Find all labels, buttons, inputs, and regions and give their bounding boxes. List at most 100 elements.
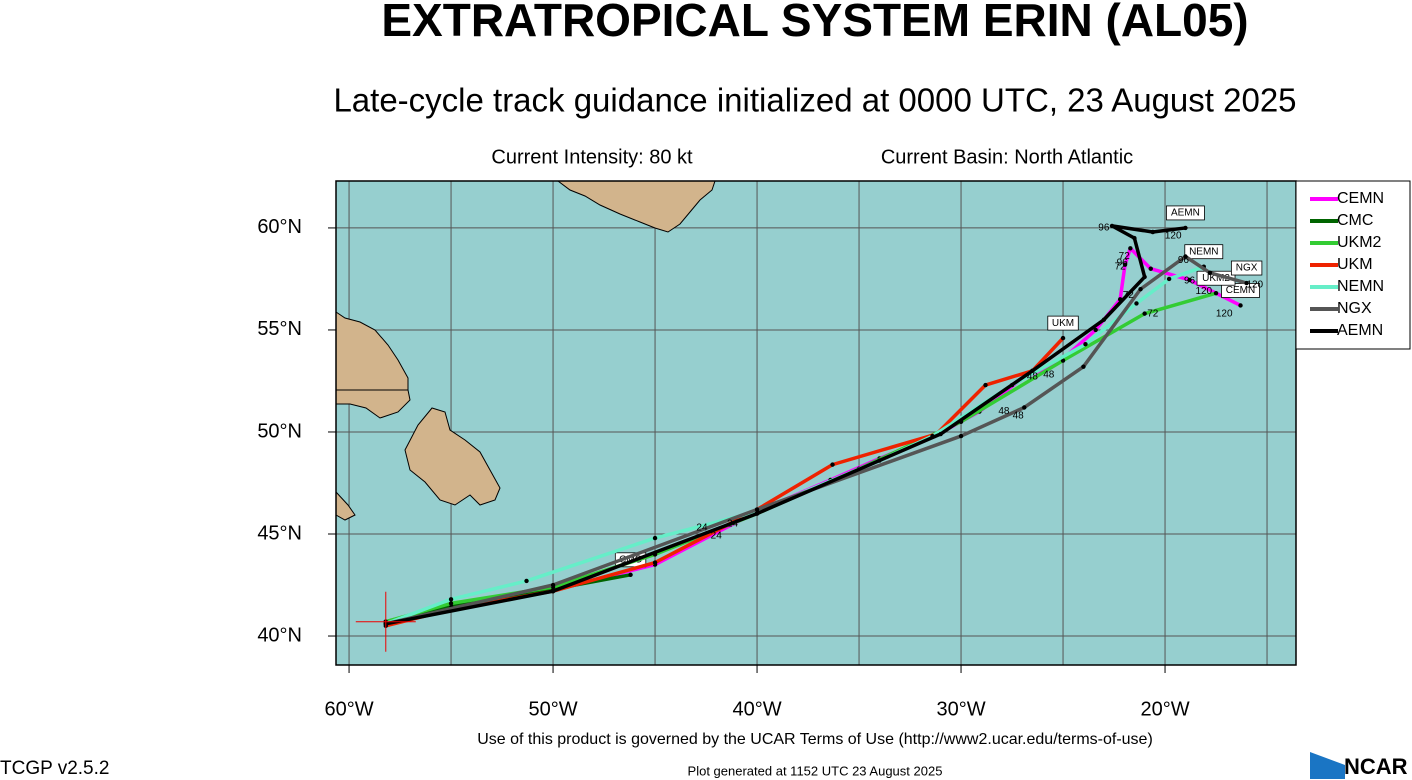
track-end-label: UKM	[1047, 315, 1079, 331]
hour-label: 48	[1027, 372, 1039, 383]
track-point	[1128, 246, 1133, 251]
track-end-label: AEMN	[1166, 205, 1205, 221]
intensity: Current Intensity: 80 kt	[491, 146, 693, 168]
track-point	[1183, 225, 1188, 231]
track-point	[448, 597, 454, 602]
track-name: UKM2	[1202, 273, 1230, 284]
hour-label: 24	[696, 523, 708, 534]
legend-label: NGX	[1337, 300, 1372, 317]
track-point	[1093, 327, 1098, 333]
track-point	[652, 560, 658, 565]
hour-label: 120	[1216, 308, 1233, 319]
legend-label: UKM2	[1337, 234, 1382, 251]
hour-label: 96	[1098, 223, 1110, 234]
track-point	[1166, 276, 1172, 282]
label-box	[1166, 205, 1205, 221]
logo-mark	[1310, 752, 1345, 779]
legend-label: CMC	[1337, 212, 1373, 229]
y-tick-label: 55°N	[257, 318, 302, 340]
track-line	[385, 254, 1248, 626]
hour-label: 96	[1178, 255, 1190, 266]
track-name: NGX	[1236, 263, 1258, 274]
hour-label: 72	[1147, 308, 1159, 319]
y-tick-label: 40°N	[257, 624, 302, 646]
title: EXTRATROPICAL SYSTEM ERIN (AL05)	[381, 0, 1248, 46]
track-point	[1213, 291, 1219, 296]
hour-label: 120	[1246, 280, 1263, 291]
label-box	[1221, 283, 1260, 298]
generated: Plot generated at 1152 UTC 23 August 202…	[688, 763, 943, 778]
track-point	[652, 535, 658, 541]
track-name: CEMN	[1226, 285, 1255, 296]
track-point	[1132, 235, 1137, 241]
track-name: AEMN	[1171, 208, 1200, 219]
track-end-label: NGX	[1230, 260, 1263, 276]
track-point	[448, 601, 454, 606]
track-point	[524, 578, 529, 584]
x-tick-label: 20°W	[1140, 698, 1189, 720]
x-tick-label: 30°W	[936, 698, 985, 720]
track-point	[1134, 301, 1139, 306]
hour-label: 96	[1117, 257, 1129, 268]
legend: CEMN CMC UKM2 UKM NEMN NGX AEMN	[1310, 190, 1384, 339]
x-tick-label: 60°W	[324, 698, 373, 720]
subtitle: Late-cycle track guidance initialized at…	[333, 82, 1296, 119]
hour-label: 96	[1184, 276, 1196, 287]
track-point	[958, 433, 964, 439]
track-point	[830, 462, 835, 467]
legend-label: CEMN	[1337, 190, 1384, 207]
y-tick-label: 45°N	[257, 522, 302, 544]
track-point	[1142, 274, 1147, 280]
track-point	[1060, 358, 1066, 363]
plot-frame	[335, 180, 1297, 666]
track-point	[1183, 254, 1188, 259]
track-name: UKM	[1052, 318, 1074, 329]
hour-label: 72	[1123, 290, 1135, 301]
track-point	[1238, 303, 1243, 308]
legend-label: AEMN	[1337, 322, 1383, 339]
track-point	[1101, 317, 1107, 322]
plot-area	[336, 181, 1296, 665]
track-point	[1244, 280, 1249, 286]
hour-label: 120	[1165, 231, 1182, 242]
hour-label: 120	[1195, 286, 1212, 297]
track-point	[1142, 311, 1147, 316]
hour-label: 72	[1119, 251, 1131, 262]
hour-label: 72	[1115, 261, 1127, 272]
hour-label: 24	[727, 518, 739, 529]
track-point	[754, 507, 760, 512]
track-point	[628, 572, 633, 578]
track-point	[1081, 364, 1086, 369]
x-tick-label: 50°W	[528, 698, 577, 720]
x-tick-label: 40°W	[732, 698, 781, 720]
hour-label: 48	[998, 406, 1010, 417]
y-tick-label: 60°N	[257, 216, 302, 238]
y-tick-label: 50°N	[257, 420, 302, 442]
track-point	[1148, 266, 1153, 271]
track-point	[1060, 335, 1066, 341]
label-box	[1230, 260, 1263, 276]
track-point	[1122, 262, 1128, 267]
track-point	[1207, 270, 1213, 276]
label-box	[1047, 315, 1079, 331]
track-name: NEMN	[1189, 246, 1218, 257]
track-point	[938, 431, 943, 437]
hour-label: 48	[1043, 369, 1055, 380]
version: TCGP v2.5.2	[0, 758, 109, 779]
logo: NCAR	[1344, 754, 1408, 779]
track-point	[983, 382, 988, 388]
track-point	[550, 588, 556, 594]
track-point	[1022, 405, 1027, 410]
hour-label: 24	[711, 531, 723, 542]
basin: Current Basin: North Atlantic	[881, 146, 1133, 168]
label-box	[1184, 244, 1224, 260]
track-point	[1083, 342, 1088, 347]
hour-label: 48	[1013, 410, 1025, 421]
footer: Use of this product is governed by the U…	[477, 731, 1153, 748]
track-point	[754, 511, 760, 516]
track-point	[1030, 368, 1035, 373]
track-end-label: CEMN	[1221, 283, 1260, 298]
track-point	[1187, 277, 1192, 283]
